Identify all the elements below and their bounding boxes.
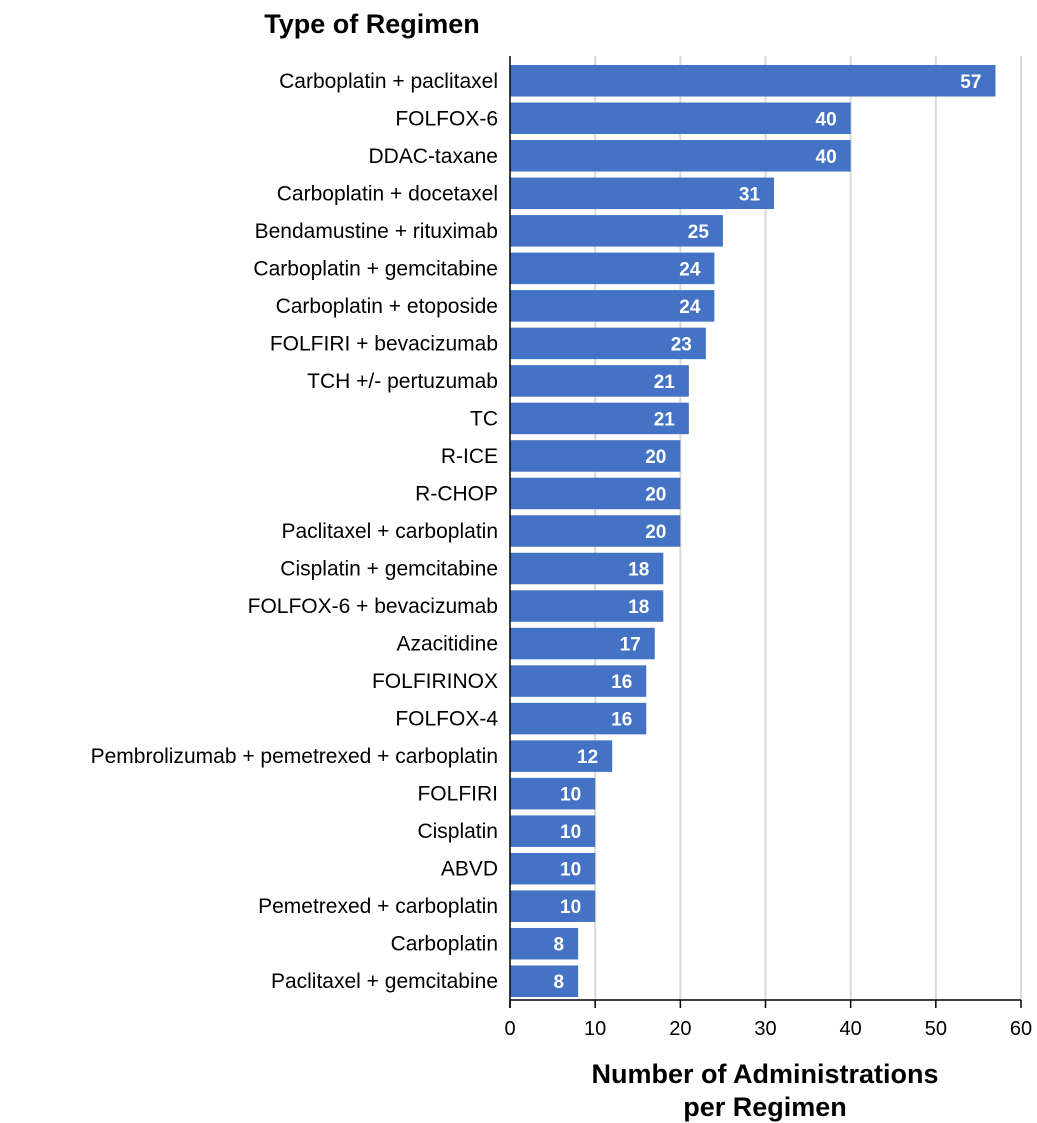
value-label: 17 [620, 635, 641, 656]
value-label: 18 [628, 597, 649, 618]
bar [510, 965, 579, 997]
bar [510, 102, 851, 135]
category-label: FOLFIRINOX [372, 670, 498, 693]
value-label: 8 [554, 935, 565, 956]
category-label: Cisplatin [417, 820, 498, 843]
value-label: 23 [671, 334, 692, 355]
x-tick-label-10: 10 [584, 1018, 606, 1040]
x-tick-label-60: 60 [1010, 1018, 1032, 1040]
value-label: 24 [679, 297, 701, 318]
category-label: Carboplatin + paclitaxel [279, 70, 498, 93]
value-label: 10 [560, 822, 581, 843]
value-label: 21 [654, 372, 676, 393]
bar [510, 777, 596, 810]
bar [510, 290, 715, 322]
bar [510, 440, 681, 472]
category-label: Carboplatin + etoposide [276, 295, 498, 318]
category-label: Carboplatin + gemcitabine [253, 257, 498, 280]
category-label: FOLFOX-6 [395, 107, 498, 130]
value-label: 21 [654, 409, 676, 430]
x-axis-title-line-1: Number of Administrations [591, 1059, 938, 1089]
value-label: 18 [628, 560, 649, 581]
category-label: Pembrolizumab + pemetrexed + carboplatin [91, 745, 498, 768]
value-label: 20 [645, 522, 666, 543]
category-label: Pemetrexed + carboplatin [258, 895, 498, 918]
bar [510, 327, 706, 360]
x-tick-label-0: 0 [504, 1018, 515, 1040]
bar [510, 140, 851, 172]
bar [510, 927, 579, 960]
value-label: 16 [611, 672, 632, 693]
bar [510, 665, 647, 697]
bar [510, 402, 689, 435]
value-label: 8 [554, 972, 565, 993]
bar [510, 702, 647, 735]
bar [510, 477, 681, 510]
category-label: TC [470, 407, 498, 430]
category-label: Paclitaxel + carboplatin [281, 520, 498, 543]
category-label: Azacitidine [396, 633, 498, 656]
category-label: TCH +/- pertuzumab [307, 370, 498, 393]
value-label: 16 [611, 710, 632, 731]
value-label: 25 [688, 222, 710, 243]
x-tick-label-30: 30 [754, 1018, 776, 1040]
category-label: FOLFOX-4 [395, 708, 498, 731]
bar [510, 815, 596, 847]
value-label: 57 [960, 72, 981, 93]
value-label: 31 [739, 184, 761, 205]
category-label: FOLFIRI [417, 783, 498, 806]
category-label: DDAC-taxane [368, 145, 498, 168]
value-label: 12 [577, 747, 598, 768]
value-label: 10 [560, 860, 581, 881]
bar [510, 590, 664, 622]
value-label: 40 [816, 147, 837, 168]
category-label: Carboplatin [391, 933, 498, 956]
bar [510, 65, 996, 97]
value-labels: 57 40 40 31 25 24 24 23 21 21 20 20 20 18 18 17 16 16 12 10… [554, 72, 982, 993]
category-label: FOLFOX-6 + bevacizumab [248, 595, 498, 618]
category-label: R-ICE [441, 445, 498, 468]
value-label: 10 [560, 785, 581, 806]
x-tick-label-40: 40 [840, 1018, 862, 1040]
value-label: 20 [645, 484, 666, 505]
value-label: 10 [560, 897, 581, 918]
bar [510, 252, 715, 285]
category-label: Bendamustine + rituximab [255, 220, 498, 243]
category-label: Carboplatin + docetaxel [277, 182, 498, 205]
bar [510, 177, 775, 210]
bar [510, 627, 655, 660]
x-axis: 0 10 20 30 40 50 60 [504, 56, 1032, 1040]
bar [510, 852, 596, 885]
bar [510, 740, 613, 772]
value-label: 24 [679, 259, 701, 280]
x-axis-title-line-2: per Regimen [683, 1092, 847, 1122]
value-label: 40 [816, 109, 837, 130]
value-label: 20 [645, 447, 666, 468]
bar [510, 890, 596, 922]
category-label: R-CHOP [415, 482, 498, 505]
category-label: ABVD [441, 858, 498, 881]
x-tick-label-20: 20 [669, 1018, 691, 1040]
bar [510, 365, 689, 397]
bar [510, 515, 681, 547]
category-labels: Carboplatin + paclitaxel FOLFOX-6 DDAC-tax… [91, 70, 499, 993]
bar [510, 552, 664, 585]
category-label: FOLFIRI + bevacizumab [270, 332, 498, 355]
category-label: Paclitaxel + gemcitabine [271, 970, 498, 993]
bars [510, 65, 996, 997]
x-tick-label-50: 50 [925, 1018, 947, 1040]
y-axis-title: Type of Regimen [264, 9, 480, 39]
bar [510, 215, 723, 247]
category-label: Cisplatin + gemcitabine [280, 558, 498, 581]
